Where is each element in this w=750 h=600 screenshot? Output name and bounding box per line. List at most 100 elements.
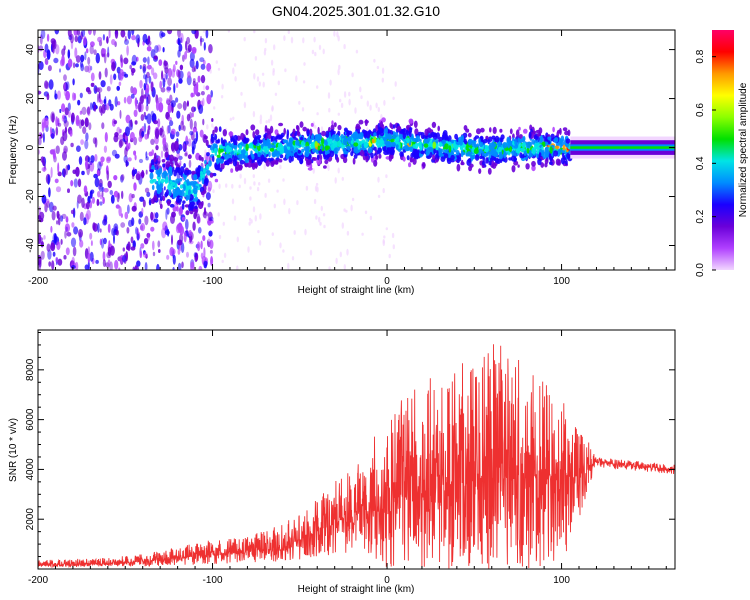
noise-blob xyxy=(124,147,128,157)
signal-blob xyxy=(531,160,536,167)
noise-blob xyxy=(124,35,127,42)
signal-blob xyxy=(194,196,199,202)
signal-blob xyxy=(317,145,321,151)
noise-speck xyxy=(202,30,206,34)
noise-speck xyxy=(283,198,286,206)
signal-blob xyxy=(485,157,489,164)
noise-blob xyxy=(97,191,101,198)
noise-blob xyxy=(193,120,197,129)
noise-blob xyxy=(166,97,170,104)
noise-blob xyxy=(127,157,132,162)
signal-blob xyxy=(149,172,154,180)
noise-blob xyxy=(176,110,181,119)
signal-blob xyxy=(240,132,245,141)
noise-speck xyxy=(252,110,256,118)
noise-speck xyxy=(383,235,386,239)
noise-speck xyxy=(341,176,344,181)
noise-blob xyxy=(92,137,97,145)
noise-blob xyxy=(60,215,64,222)
signal-blob xyxy=(413,120,418,128)
signal-blob xyxy=(295,140,300,146)
signal-blob xyxy=(291,155,294,162)
noise-blob xyxy=(119,255,123,264)
signal-blob xyxy=(367,147,373,154)
noise-speck xyxy=(252,206,256,213)
signal-blob xyxy=(472,140,476,145)
noise-blob xyxy=(190,261,195,270)
signal-blob xyxy=(296,125,300,133)
signal-blob xyxy=(466,151,472,156)
signal-blob xyxy=(334,137,340,142)
noise-blob xyxy=(200,91,205,96)
signal-blob xyxy=(428,134,433,139)
signal-blob xyxy=(307,138,312,143)
noise-blob xyxy=(208,230,213,237)
signal-blob xyxy=(201,201,204,206)
signal-blob xyxy=(159,196,163,202)
signal-blob xyxy=(199,184,202,188)
noise-speck xyxy=(323,224,326,229)
signal-blob xyxy=(537,158,542,166)
signal-blob xyxy=(368,129,372,135)
noise-blob xyxy=(177,239,183,246)
signal-blob xyxy=(420,132,425,140)
noise-speck xyxy=(315,182,319,186)
noise-blob xyxy=(209,239,214,249)
signal-blob xyxy=(554,145,560,150)
noise-blob xyxy=(73,226,79,235)
signal-blob xyxy=(300,140,306,148)
noise-blob xyxy=(70,112,75,123)
noise-blob xyxy=(197,75,201,83)
noise-blob xyxy=(163,59,167,70)
noise-blob xyxy=(125,161,130,167)
noise-speck xyxy=(373,58,376,63)
noise-speck xyxy=(227,30,231,33)
snr-axes: -200 -100 0 100 2000 4000 6000 8000 xyxy=(25,330,675,586)
signal-blob xyxy=(353,142,359,147)
colorbar-gradient xyxy=(712,30,734,270)
signal-blob xyxy=(203,135,208,140)
signal-blob xyxy=(541,150,544,157)
signal-blob xyxy=(218,126,222,132)
noise-blob xyxy=(178,78,183,84)
noise-blob xyxy=(94,177,100,188)
y-tick-label: 20 xyxy=(25,93,36,105)
noise-blob xyxy=(100,156,105,163)
noise-blob xyxy=(40,250,45,260)
noise-blob xyxy=(146,191,151,198)
noise-blob xyxy=(65,217,69,223)
noise-blob xyxy=(86,209,91,220)
signal-blob xyxy=(525,163,530,170)
noise-speck xyxy=(320,126,324,133)
signal-blob xyxy=(485,145,489,153)
signal-blob xyxy=(176,206,179,212)
noise-blob xyxy=(131,217,135,227)
noise-blob xyxy=(187,71,191,79)
signal-blob xyxy=(448,145,452,153)
noise-blob xyxy=(177,222,183,234)
noise-speck xyxy=(327,92,331,99)
noise-speck xyxy=(277,80,280,86)
noise-blob xyxy=(90,102,93,111)
y-tick-label: 2000 xyxy=(25,508,36,531)
noise-blob xyxy=(150,49,156,59)
noise-blob xyxy=(109,74,113,85)
signal-blob xyxy=(194,205,198,210)
noise-blob xyxy=(117,101,121,106)
noise-speck xyxy=(351,72,354,78)
noise-blob xyxy=(155,100,160,111)
signal-blob xyxy=(228,131,234,137)
signal-blob xyxy=(473,144,478,148)
noise-speck xyxy=(259,119,262,125)
noise-speck xyxy=(327,164,330,172)
signal-blob xyxy=(220,163,225,170)
noise-blob xyxy=(139,65,142,70)
signal-blob xyxy=(328,138,334,145)
signal-blob xyxy=(331,120,334,125)
noise-blob xyxy=(209,216,214,221)
noise-blob xyxy=(191,30,197,35)
noise-blob xyxy=(81,170,85,176)
noise-blob xyxy=(120,174,124,183)
signal-blob xyxy=(557,129,561,134)
signal-blob xyxy=(437,125,441,132)
